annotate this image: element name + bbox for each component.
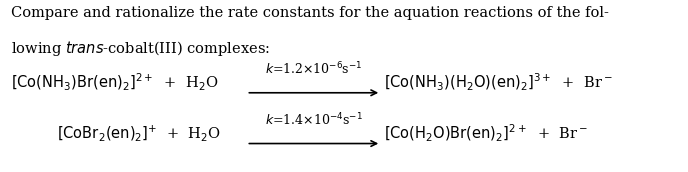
Text: $k$=1.2$\times$10$^{-6}$s$^{-1}$: $k$=1.2$\times$10$^{-6}$s$^{-1}$ <box>265 61 363 77</box>
Text: lowing $\mathit{trans}$-cobalt(III) complexes:: lowing $\mathit{trans}$-cobalt(III) comp… <box>10 39 270 58</box>
Text: $[\mathrm{Co(NH_3)(H_2O)(en)_2}]^{3+}$  +  Br$^-$: $[\mathrm{Co(NH_3)(H_2O)(en)_2}]^{3+}$ +… <box>384 72 613 93</box>
Text: $k$=1.4$\times$10$^{-4}$s$^{-1}$: $k$=1.4$\times$10$^{-4}$s$^{-1}$ <box>265 112 363 128</box>
Text: Compare and rationalize the rate constants for the aquation reactions of the fol: Compare and rationalize the rate constan… <box>10 7 608 20</box>
Text: $[\mathrm{Co(H_2O)Br(en)_2}]^{2+}$  +  Br$^-$: $[\mathrm{Co(H_2O)Br(en)_2}]^{2+}$ + Br$… <box>384 123 589 144</box>
Text: $[\mathrm{Co(NH_3)Br(en)_2}]^{2+}$  +  H$_2$O: $[\mathrm{Co(NH_3)Br(en)_2}]^{2+}$ + H$_… <box>10 72 218 93</box>
Text: $[\mathrm{CoBr_2(en)_2}]^{+}$  +  H$_2$O: $[\mathrm{CoBr_2(en)_2}]^{+}$ + H$_2$O <box>56 123 220 143</box>
